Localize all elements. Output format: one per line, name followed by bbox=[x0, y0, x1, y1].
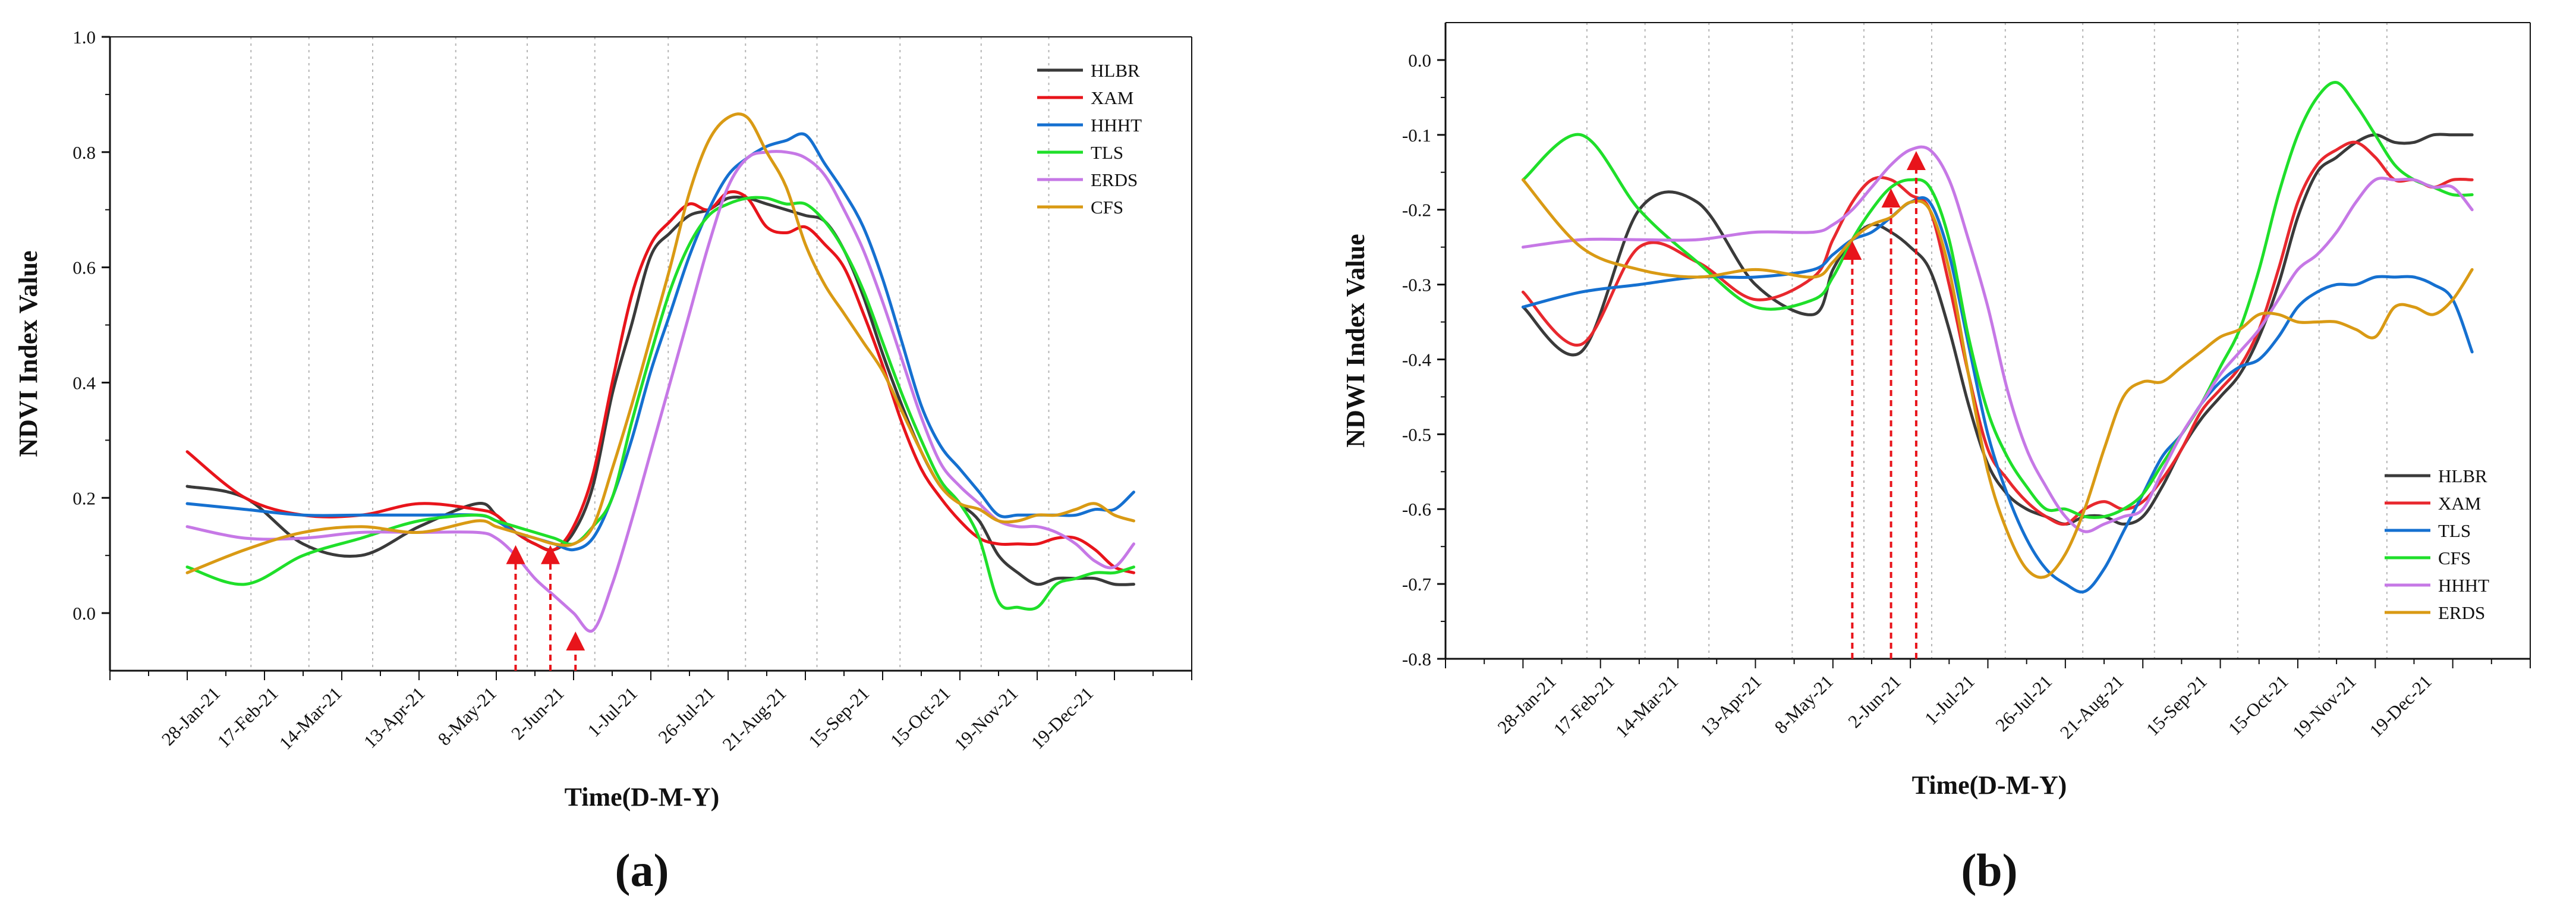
x-tick-label: 19-Nov-21 bbox=[950, 683, 1022, 755]
y-tick-label: 0.0 bbox=[73, 603, 96, 624]
panel-label: (a) bbox=[615, 844, 669, 896]
ndvi-chart: 0.0 0.2 0.4 0.6 0.8 1.0 28-Jan-2117-Feb-2114-M… bbox=[14, 27, 1192, 896]
x-tick-label: 1-Jul-21 bbox=[1920, 671, 1979, 729]
y-tick-label: 1.0 bbox=[73, 27, 96, 48]
x-tick-label: 28-Jan-21 bbox=[1493, 671, 1560, 737]
y-tick-label: -0.3 bbox=[1402, 275, 1431, 296]
y-axis-label: NDVI Index Value bbox=[14, 250, 43, 457]
x-tick-label: 17-Feb-21 bbox=[1550, 671, 1618, 740]
y-tick-label: 0.2 bbox=[73, 488, 96, 508]
legend-label: HHHT bbox=[2438, 575, 2489, 596]
x-tick-label: 1-Jul-21 bbox=[583, 683, 641, 741]
series-line-erds bbox=[1521, 178, 2474, 579]
series-line-tls bbox=[1521, 196, 2474, 594]
ndwi-chart: 0.0 -0.1 -0.2 -0.3 -0.4 -0.5 -0.6 -0.7 -0.8 28-Ja… bbox=[1341, 22, 2531, 896]
series-group bbox=[1521, 81, 2474, 594]
legend-label: XAM bbox=[2438, 493, 2481, 514]
series-line-tls bbox=[185, 196, 1135, 611]
series-line-hhht bbox=[1521, 145, 2474, 533]
x-tick-label: 17-Feb-21 bbox=[213, 683, 282, 752]
x-tick-label: 26-Jul-21 bbox=[654, 683, 719, 747]
legend-label: TLS bbox=[1091, 142, 1123, 163]
y-tick-label: -0.8 bbox=[1402, 649, 1431, 670]
x-tick-label: 15-Oct-21 bbox=[886, 683, 955, 751]
x-tick-label: 15-Sep-21 bbox=[804, 683, 873, 752]
legend: HLBR XAM HHHT TLS ERDS CFS bbox=[1037, 60, 1142, 218]
x-tick-label: 19-Dec-21 bbox=[2365, 671, 2435, 741]
legend-label: ERDS bbox=[1091, 169, 1138, 190]
x-tick-label: 19-Dec-21 bbox=[1027, 683, 1097, 753]
x-tick-label: 14-Mar-21 bbox=[275, 683, 346, 753]
y-tick-label: -0.2 bbox=[1402, 200, 1431, 221]
y-tick-label: 0.8 bbox=[73, 142, 96, 163]
legend-label: XAM bbox=[1091, 87, 1133, 108]
series-line-xam bbox=[185, 190, 1135, 574]
y-tick-label: -0.1 bbox=[1402, 125, 1431, 146]
x-tick-label: 21-Aug-21 bbox=[719, 683, 791, 755]
panel-label: (b) bbox=[1961, 844, 2017, 896]
x-tick-label: 13-Apr-21 bbox=[1696, 671, 1765, 740]
x-axis-label: Time(D-M-Y) bbox=[1912, 771, 2067, 800]
x-axis-label: Time(D-M-Y) bbox=[565, 782, 720, 812]
series-line-hhht bbox=[185, 132, 1135, 552]
x-tick-label: 14-Mar-21 bbox=[1611, 671, 1682, 741]
x-tick-label: 13-Apr-21 bbox=[360, 683, 429, 752]
x-tick-label: 28-Jan-21 bbox=[158, 683, 224, 749]
x-tick-label: 21-Aug-21 bbox=[2056, 671, 2128, 743]
y-tick-label: 0.4 bbox=[73, 372, 96, 393]
legend-label: ERDS bbox=[2438, 602, 2485, 623]
legend-label: CFS bbox=[2438, 548, 2471, 568]
y-tick-label: 0.0 bbox=[1408, 50, 1431, 71]
x-tick-label: 26-Jul-21 bbox=[1991, 671, 2056, 736]
y-tick-label: -0.7 bbox=[1402, 574, 1431, 595]
x-tick-label: 2-Jun-21 bbox=[1844, 671, 1905, 732]
x-tick-label: 19-Nov-21 bbox=[2288, 671, 2360, 743]
x-tick-label: 15-Oct-21 bbox=[2224, 671, 2292, 739]
series-line-hlbr bbox=[185, 195, 1135, 586]
y-tick-label: -0.5 bbox=[1402, 424, 1431, 445]
y-tick-label: 0.6 bbox=[73, 257, 96, 278]
legend-label: CFS bbox=[1091, 197, 1123, 218]
legend: HLBR XAM TLS CFS HHHT ERDS bbox=[2385, 466, 2489, 623]
series-line-cfs bbox=[185, 112, 1135, 574]
legend-label: HLBR bbox=[2438, 466, 2487, 486]
x-tick-label: 2-Jun-21 bbox=[507, 683, 568, 744]
legend-label: TLS bbox=[2438, 520, 2471, 541]
x-tick-label: 8-May-21 bbox=[434, 683, 500, 749]
y-tick-label: -0.6 bbox=[1402, 499, 1431, 520]
legend-label: HLBR bbox=[1091, 60, 1140, 81]
y-tick-label: -0.4 bbox=[1402, 349, 1432, 370]
legend-label: HHHT bbox=[1091, 115, 1142, 136]
x-tick-label: 15-Sep-21 bbox=[2142, 671, 2211, 740]
series-line-erds bbox=[185, 150, 1135, 633]
x-tick-label: 8-May-21 bbox=[1770, 671, 1837, 737]
series-line-cfs bbox=[1521, 81, 2474, 519]
y-axis-label: NDWI Index Value bbox=[1341, 234, 1370, 447]
series-group bbox=[185, 112, 1135, 633]
